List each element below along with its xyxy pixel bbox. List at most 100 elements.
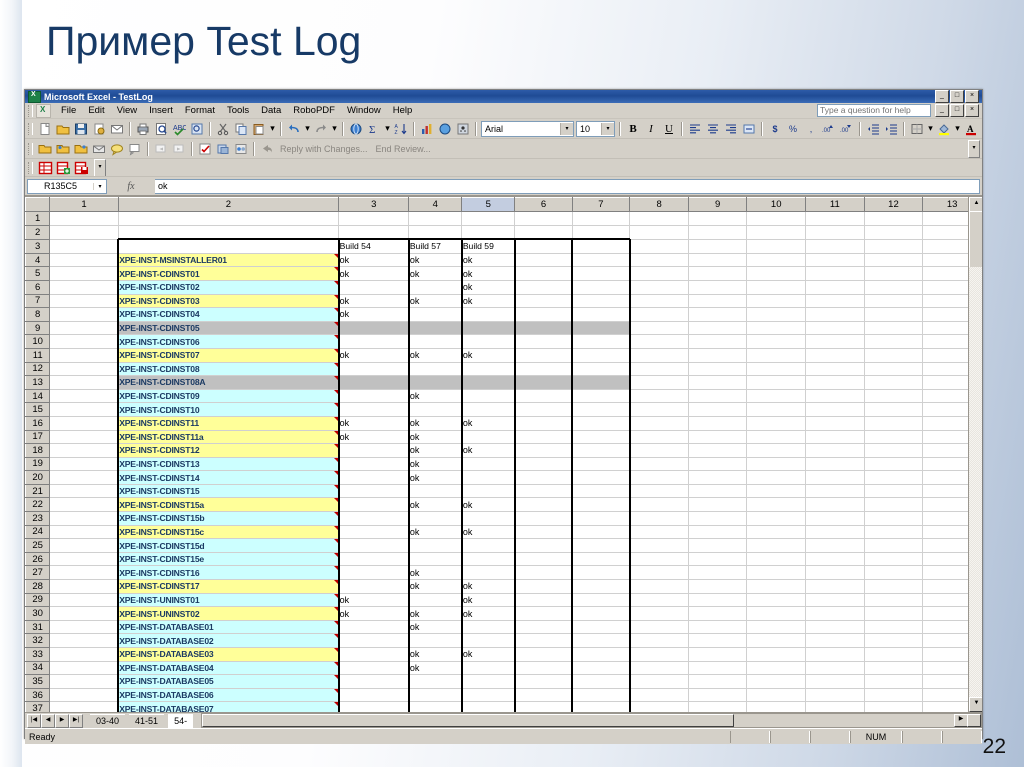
cell-testcase-name-r37[interactable]: XPE-INST-DATABASE07: [117, 701, 340, 712]
row-header-5[interactable]: 5: [25, 266, 51, 281]
italic-button[interactable]: I: [649, 122, 653, 135]
cell-testcase-name-r32[interactable]: XPE-INST-DATABASE02: [117, 633, 340, 648]
percent-style-icon[interactable]: %: [788, 123, 797, 134]
cell-r20-c7[interactable]: [572, 470, 631, 485]
cell-build57-r35[interactable]: [408, 674, 463, 689]
cell-r24-c11[interactable]: [805, 525, 865, 540]
cell-r9-c9[interactable]: [688, 321, 748, 336]
horizontal-scrollbar[interactable]: ▶: [201, 713, 982, 728]
cell-build59-r31[interactable]: [461, 620, 516, 635]
cell-r18-c8[interactable]: [629, 443, 690, 458]
cell-r24-c10[interactable]: [746, 525, 807, 540]
row-header-34[interactable]: 34: [25, 660, 51, 676]
row-header-29[interactable]: 29: [25, 592, 51, 608]
row-header-36[interactable]: 36: [25, 687, 51, 703]
folder-person-icon[interactable]: [55, 141, 72, 157]
cell-r7-c8[interactable]: [629, 294, 690, 309]
standard-toolbar-grip[interactable]: [28, 122, 33, 135]
cell-build59-r35[interactable]: [461, 674, 516, 689]
cell-r15-c9[interactable]: [688, 402, 748, 417]
cell-r25-c6[interactable]: [514, 538, 574, 553]
cell-build54-r15[interactable]: [338, 402, 410, 417]
increase-decimal-icon[interactable]: .00: [821, 121, 838, 137]
cell-build54-r1[interactable]: [338, 211, 410, 226]
cell-r28-c9[interactable]: [688, 579, 748, 594]
spelling-icon[interactable]: ABC: [171, 121, 188, 137]
column-header-2[interactable]: 2: [117, 197, 340, 212]
menu-item-help[interactable]: Help: [392, 104, 413, 116]
cell-build59-r34[interactable]: [461, 661, 516, 676]
restore-button[interactable]: □: [950, 90, 964, 103]
cell-r25-c1[interactable]: [49, 538, 119, 553]
workbook-close-button[interactable]: ×: [965, 104, 979, 117]
cell-r16-c6[interactable]: [514, 416, 574, 431]
cell-r12-c13[interactable]: [922, 362, 982, 377]
cell-testcase-name-r3[interactable]: [117, 238, 340, 254]
cell-testcase-name-r5[interactable]: XPE-INST-CDINST01: [117, 266, 340, 281]
cell-r19-c13[interactable]: [922, 457, 982, 472]
cell-testcase-name-r1[interactable]: [118, 211, 340, 226]
autosum-icon[interactable]: Σ: [366, 121, 383, 137]
cell-r24-c9[interactable]: [688, 525, 748, 540]
row-header-19[interactable]: 19: [25, 456, 51, 472]
cell-r36-c12[interactable]: [864, 688, 924, 703]
cell-build57-r19[interactable]: ok: [408, 457, 463, 472]
cell-r26-c11[interactable]: [805, 552, 865, 567]
scroll-up-button[interactable]: ▲: [969, 197, 982, 212]
cell-build59-r6[interactable]: ok: [461, 280, 516, 295]
cell-r18-c11[interactable]: [805, 443, 865, 458]
cell-build54-r29[interactable]: ok: [338, 593, 410, 608]
print-preview-icon[interactable]: [153, 121, 170, 137]
cell-r5-c7[interactable]: [572, 266, 631, 281]
cell-r27-c13[interactable]: [922, 565, 982, 581]
horizontal-scroll-end[interactable]: [967, 714, 981, 727]
cell-r28-c11[interactable]: [805, 579, 865, 594]
cell-r19-c7[interactable]: [572, 457, 631, 472]
align-right-icon[interactable]: [723, 121, 740, 137]
cell-build54-r11[interactable]: ok: [338, 348, 410, 363]
cell-testcase-name-r14[interactable]: XPE-INST-CDINST09: [117, 389, 340, 404]
cell-r4-c12[interactable]: [864, 253, 924, 268]
cell-r15-c8[interactable]: [629, 402, 690, 417]
cell-testcase-name-r31[interactable]: XPE-INST-DATABASE01: [117, 620, 340, 635]
cell-r17-c6[interactable]: [514, 430, 574, 445]
new-icon[interactable]: [37, 121, 54, 137]
sheet-tab-54[interactable]: 54-: [168, 714, 194, 728]
cell-r26-c12[interactable]: [864, 552, 924, 567]
cell-build54-r37[interactable]: [338, 701, 410, 712]
cell-r6-c10[interactable]: [746, 280, 807, 295]
redo-icon[interactable]: [313, 121, 330, 137]
cell-r33-c13[interactable]: [922, 647, 982, 662]
cell-build57-r34[interactable]: ok: [408, 661, 463, 676]
bold-button[interactable]: B: [629, 122, 637, 135]
cell-r10-c7[interactable]: [572, 334, 631, 349]
cell-r14-c13[interactable]: [922, 389, 982, 404]
cell-r37-c11[interactable]: [805, 701, 865, 712]
cell-r37-c9[interactable]: [688, 701, 748, 712]
align-center-icon[interactable]: [705, 121, 722, 137]
cell-build54-r30[interactable]: ok: [338, 606, 410, 621]
align-left-icon[interactable]: [687, 121, 704, 137]
reply-with-changes-icon[interactable]: [259, 141, 276, 157]
cell-r20-c1[interactable]: [49, 470, 119, 485]
cell-build59-r27[interactable]: [461, 565, 516, 581]
cell-r9-c8[interactable]: [629, 321, 690, 336]
cell-r32-c12[interactable]: [864, 633, 924, 648]
cell-r26-c9[interactable]: [688, 552, 748, 567]
cell-testcase-name-r26[interactable]: XPE-INST-CDINST15e: [117, 552, 340, 567]
cell-testcase-name-r18[interactable]: XPE-INST-CDINST12: [117, 443, 340, 458]
cell-testcase-name-r4[interactable]: XPE-INST-MSINSTALLER01: [117, 253, 340, 268]
cell-r14-c8[interactable]: [629, 389, 690, 404]
cell-r4-c9[interactable]: [688, 253, 748, 268]
font-name-combo[interactable]: Arial ▾: [481, 120, 574, 137]
cell-build59-r16[interactable]: ok: [461, 416, 516, 431]
row-header-16[interactable]: 16: [25, 415, 51, 431]
cell-build57-r23[interactable]: [408, 511, 463, 526]
cell-r4-c11[interactable]: [805, 253, 865, 268]
cell-build57-r8[interactable]: [408, 307, 463, 322]
row-header-32[interactable]: 32: [25, 633, 51, 648]
cell-r7-c12[interactable]: [864, 294, 924, 309]
cell-r13-c9[interactable]: [688, 375, 748, 390]
cell-r3-c11[interactable]: [805, 239, 865, 254]
cell-testcase-name-r13[interactable]: XPE-INST-CDINST08A: [117, 375, 340, 390]
